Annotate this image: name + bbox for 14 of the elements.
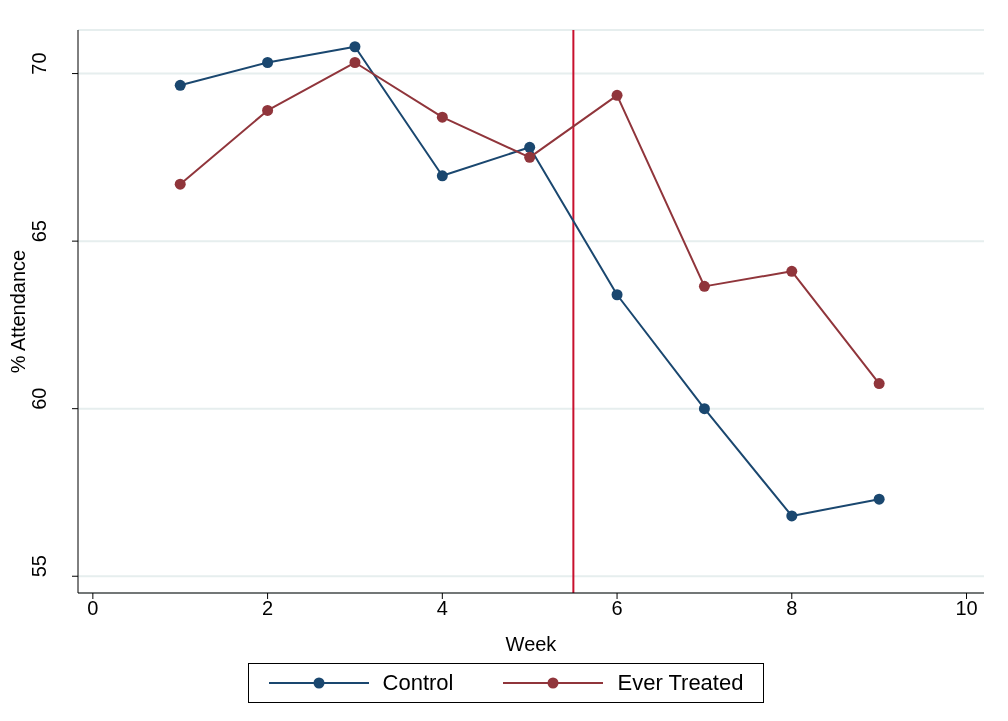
x-tick-label: 4 (436, 597, 448, 620)
y-tick-label: 60 (28, 387, 50, 410)
y-tick-label: 65 (28, 220, 50, 243)
legend-label: Control (381, 670, 454, 696)
x-tick-label: 2 (262, 597, 274, 620)
y-tick-label: 55 (28, 555, 50, 578)
legend-label: Ever Treated (616, 670, 744, 696)
x-axis-title: Week (505, 633, 558, 655)
x-tick-label: 0 (87, 597, 99, 620)
x-tick-label: 10 (955, 597, 978, 620)
x-tick-label: 8 (786, 597, 798, 620)
y-tick-label: 70 (28, 52, 50, 75)
x-tick-label: 6 (611, 597, 623, 620)
y-axis-title: % Attendance (7, 249, 30, 374)
